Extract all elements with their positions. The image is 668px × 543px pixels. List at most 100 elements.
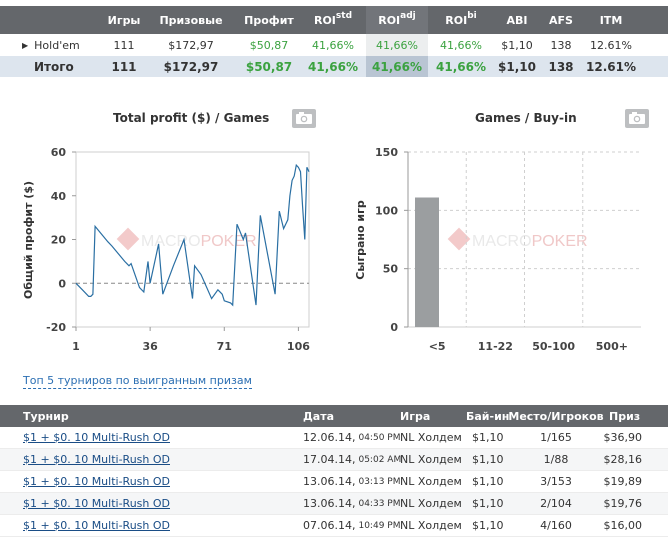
watermark-brand-b: POKER — [532, 233, 588, 250]
x-tick-label: 50-100 — [532, 340, 575, 353]
buyin-cell: $1,10 — [472, 453, 504, 466]
header-roi-bi[interactable]: ROI bi — [432, 6, 490, 34]
x-tick-label: 106 — [287, 340, 310, 353]
buyin-bars — [415, 197, 439, 327]
prize-cell: $19,76 — [603, 497, 643, 510]
header-games[interactable]: Игры — [107, 13, 141, 27]
x-tick-label: 500+ — [596, 340, 628, 353]
time-value: 10:49 PM — [358, 520, 401, 531]
header-prize-col[interactable]: Приз — [609, 409, 641, 423]
table-row[interactable]: $1 + $0. 10 Multi-Rush OD 17.04.14, 05:02… — [0, 449, 668, 471]
y-tick-label: -20 — [46, 321, 66, 334]
profit-grid — [72, 151, 310, 331]
header-tournament[interactable]: Турнир — [23, 409, 69, 423]
date-value: 13.06.14, — [303, 475, 356, 488]
summary-total-row: Итого 111 $172,97 $50,87 41,66% 41,66% 4… — [0, 56, 668, 77]
header-game[interactable]: Игра — [400, 409, 431, 423]
table-row[interactable]: $1 + $0. 10 Multi-Rush OD 13.06.14, 04:33… — [0, 493, 668, 515]
prize-cell: $36,90 — [603, 431, 643, 444]
roi-bi-sup: bi — [467, 11, 477, 21]
total-profit: $50,87 — [245, 59, 293, 74]
date-value: 12.06.14, — [303, 431, 356, 444]
table-row[interactable]: $1 + $0. 10 Multi-Rush OD 12.06.14, 04:50… — [0, 427, 668, 449]
game-cell: NL Холдем — [400, 497, 462, 510]
header-date[interactable]: Дата — [303, 409, 335, 423]
tournaments-header-row: Турнир Дата Игра Бай-ин Место/Игроков Пр… — [0, 405, 668, 427]
buyin-cell: $1,10 — [472, 497, 504, 510]
time-value: 04:33 PM — [358, 498, 401, 509]
row-name-cell[interactable]: ▶ Hold'em — [22, 34, 98, 56]
camera-glyph — [629, 112, 645, 124]
header-prize[interactable]: Призовые — [159, 13, 223, 27]
time-value: 03:13 PM — [358, 476, 401, 487]
place-cell: 1/88 — [543, 453, 569, 466]
date-cell: 13.06.14, 04:33 PM — [303, 493, 400, 514]
top5-tournaments-link[interactable]: Топ 5 турниров по выигранным призам — [23, 374, 252, 389]
roi-std-base: ROI — [313, 13, 336, 27]
time-value: 05:02 AM — [358, 454, 402, 465]
game-cell: NL Холдем — [400, 519, 462, 532]
roi-bi-base: ROI — [445, 13, 468, 27]
header-profit[interactable]: Профит — [244, 13, 294, 27]
y-tick-label: 20 — [51, 234, 67, 247]
y-tick-label: 40 — [51, 190, 67, 203]
roi-std-sup: std — [335, 11, 353, 21]
place-cell: 2/104 — [540, 497, 572, 510]
profit-series-line — [75, 163, 310, 307]
date-cell: 17.04.14, 05:02 AM — [303, 449, 401, 470]
y-tick-label: 0 — [58, 277, 66, 290]
row-profit: $50,87 — [249, 38, 289, 52]
tournament-link[interactable]: $1 + $0. 10 Multi-Rush OD — [23, 475, 170, 488]
header-place[interactable]: Место/Игроков — [508, 409, 604, 423]
expand-triangle-icon[interactable]: ▶ — [22, 40, 29, 50]
profit-watermark: MACROPOKER — [116, 227, 257, 251]
header-buyin[interactable]: Бай-ин — [466, 409, 510, 423]
x-tick-label: <5 — [429, 340, 446, 353]
y-tick-label: 60 — [51, 146, 67, 159]
watermark-brand-b: POKER — [201, 233, 257, 250]
summary-row-holdem[interactable]: ▶ Hold'em 111 $172,97 $50,87 41,66% 41,66… — [0, 34, 668, 56]
roi-adj-base: ROI — [378, 13, 401, 27]
tournament-link[interactable]: $1 + $0. 10 Multi-Rush OD — [23, 431, 170, 444]
watermark-text: MACROPOKER — [141, 233, 257, 250]
total-roi-adj: 41,66% — [366, 56, 428, 77]
buyin-watermark: MACROPOKER — [447, 227, 588, 251]
table-row[interactable]: $1 + $0. 10 Multi-Rush OD 13.06.14, 03:13… — [0, 471, 668, 493]
camera-glyph — [296, 112, 312, 124]
header-itm[interactable]: ITM — [599, 13, 623, 27]
buyin-y-axis-title: Сыграно игр — [354, 200, 367, 280]
camera-icon[interactable] — [292, 109, 316, 128]
date-value: 17.04.14, — [303, 453, 356, 466]
date-value: 13.06.14, — [303, 497, 356, 510]
profit-chart-title: Total profit ($) / Games — [113, 111, 270, 125]
date-cell: 07.06.14, 10:49 PM — [303, 515, 400, 536]
tournament-link[interactable]: $1 + $0. 10 Multi-Rush OD — [23, 497, 170, 510]
camera-icon[interactable] — [625, 109, 649, 128]
tournament-link[interactable]: $1 + $0. 10 Multi-Rush OD — [23, 453, 170, 466]
header-afs[interactable]: AFS — [549, 13, 573, 27]
prize-cell: $28,16 — [603, 453, 643, 466]
date-cell: 13.06.14, 03:13 PM — [303, 471, 400, 492]
watermark-brand-a: MACRO — [141, 233, 201, 250]
game-cell: NL Холдем — [400, 431, 462, 444]
row-games: 111 — [113, 38, 135, 52]
tournament-link[interactable]: $1 + $0. 10 Multi-Rush OD — [23, 519, 170, 532]
total-itm: 12.61% — [586, 59, 636, 74]
y-tick-label: 50 — [383, 263, 399, 276]
prize-cell: $19,89 — [603, 475, 643, 488]
header-roi-adj[interactable]: ROI adj — [366, 6, 428, 34]
x-tick-label: 1 — [72, 340, 80, 353]
row-roi-std: 41,66% — [312, 38, 354, 52]
y-tick-label: 100 — [375, 204, 398, 217]
header-roi-std[interactable]: ROI std — [303, 6, 363, 34]
row-abi: $1,10 — [501, 38, 533, 52]
total-abi: $1,10 — [498, 59, 536, 74]
date-value: 07.06.14, — [303, 519, 356, 532]
place-cell: 1/165 — [540, 431, 572, 444]
table-row[interactable]: $1 + $0. 10 Multi-Rush OD 07.06.14, 10:49… — [0, 515, 668, 537]
total-name: Итого — [34, 59, 74, 74]
total-roi-std: 41,66% — [308, 59, 358, 74]
place-cell: 3/153 — [540, 475, 572, 488]
x-tick-label: 71 — [217, 340, 232, 353]
header-abi[interactable]: ABI — [506, 13, 528, 27]
